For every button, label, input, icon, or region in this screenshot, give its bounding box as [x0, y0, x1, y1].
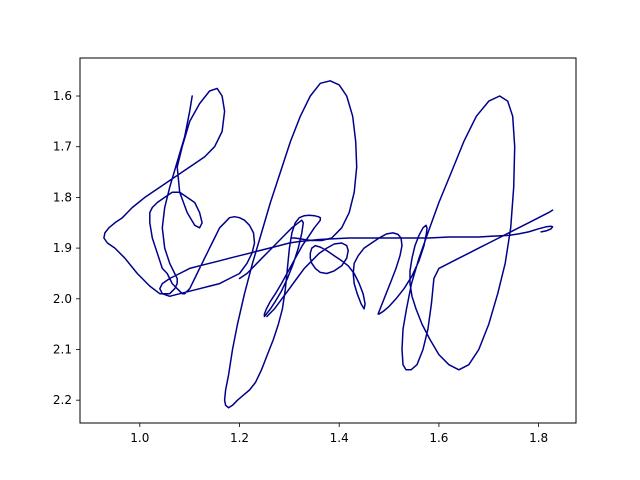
- x-tick-label: 1.0: [130, 431, 149, 445]
- x-tick-label: 1.2: [230, 431, 249, 445]
- x-tick-label: 1.6: [429, 431, 448, 445]
- series-line-1: [103, 87, 554, 298]
- y-tick-label: 1.8: [53, 190, 72, 204]
- x-tick-label: 1.8: [529, 431, 548, 445]
- y-axis: 1.6 1.7 1.8 1.9 2.0 2.1 2.2: [53, 89, 80, 407]
- y-tick-label: 2.1: [53, 342, 72, 356]
- y-tick-label: 1.9: [53, 241, 72, 255]
- y-tick-label: 2.0: [53, 292, 72, 306]
- y-tick-label: 1.7: [53, 140, 72, 154]
- x-axis: 1.0 1.2 1.4 1.6 1.8: [130, 423, 548, 445]
- plot-lines: [103, 80, 554, 409]
- plot-frame: [79, 57, 577, 424]
- x-tick-label: 1.4: [330, 431, 349, 445]
- series-line-3: [266, 95, 554, 371]
- y-tick-label: 2.2: [53, 393, 72, 407]
- series-line-2: [223, 80, 358, 409]
- y-tick-label: 1.6: [53, 89, 72, 103]
